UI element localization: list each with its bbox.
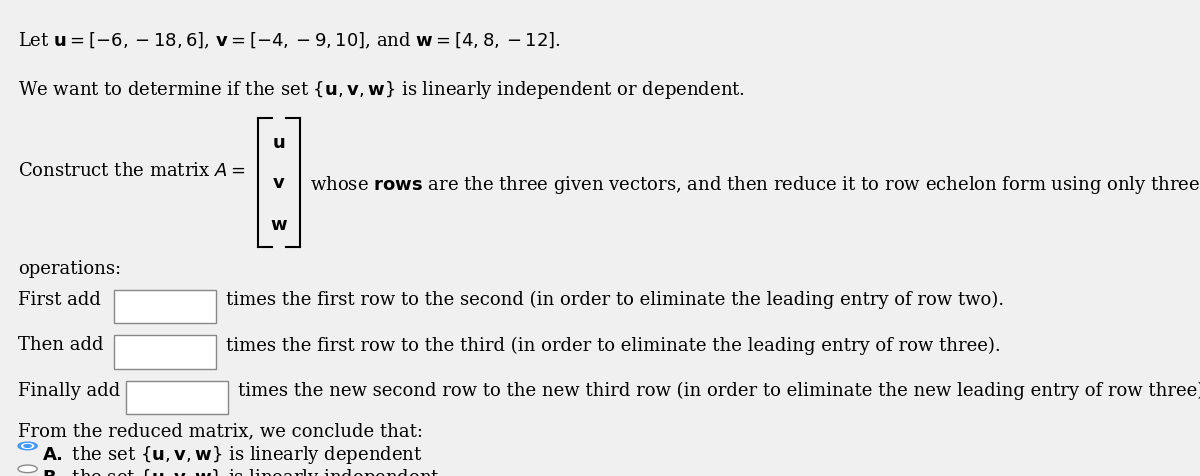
Text: Then add: Then add: [18, 336, 103, 354]
Text: $\mathbf{B.}$ the set $\{\mathbf{u}, \mathbf{v}, \mathbf{w}\}$ is linearly indep: $\mathbf{B.}$ the set $\{\mathbf{u}, \ma…: [42, 466, 439, 476]
Text: We want to determine if the set $\{\mathbf{u}, \mathbf{v}, \mathbf{w}\}$ is line: We want to determine if the set $\{\math…: [18, 79, 745, 100]
Text: First add: First add: [18, 290, 101, 308]
Text: operations:: operations:: [18, 259, 121, 278]
Text: Finally add: Finally add: [18, 381, 120, 399]
Text: whose $\mathbf{rows}$ are the three given vectors, and then reduce it to row ech: whose $\mathbf{rows}$ are the three give…: [310, 174, 1200, 196]
Text: times the first row to the third (in order to eliminate the leading entry of row: times the first row to the third (in ord…: [226, 336, 1001, 354]
Text: $\mathbf{A.}$ the set $\{\mathbf{u}, \mathbf{v}, \mathbf{w}\}$ is linearly depen: $\mathbf{A.}$ the set $\{\mathbf{u}, \ma…: [42, 443, 422, 465]
Text: $\mathbf{u}$: $\mathbf{u}$: [272, 133, 286, 151]
Text: Let $\mathbf{u} = [-6, -18, 6]$, $\mathbf{v} = [-4, -9, 10]$, and $\mathbf{w} = : Let $\mathbf{u} = [-6, -18, 6]$, $\mathb…: [18, 31, 560, 51]
Text: From the reduced matrix, we conclude that:: From the reduced matrix, we conclude tha…: [18, 421, 424, 439]
Text: times the new second row to the new third row (in order to eliminate the new lea: times the new second row to the new thir…: [238, 381, 1200, 399]
Text: $\mathbf{v}$: $\mathbf{v}$: [272, 174, 286, 192]
Text: $\mathbf{w}$: $\mathbf{w}$: [270, 215, 288, 233]
Text: times the first row to the second (in order to eliminate the leading entry of ro: times the first row to the second (in or…: [226, 290, 1003, 308]
Text: Construct the matrix $A = $: Construct the matrix $A = $: [18, 162, 245, 180]
